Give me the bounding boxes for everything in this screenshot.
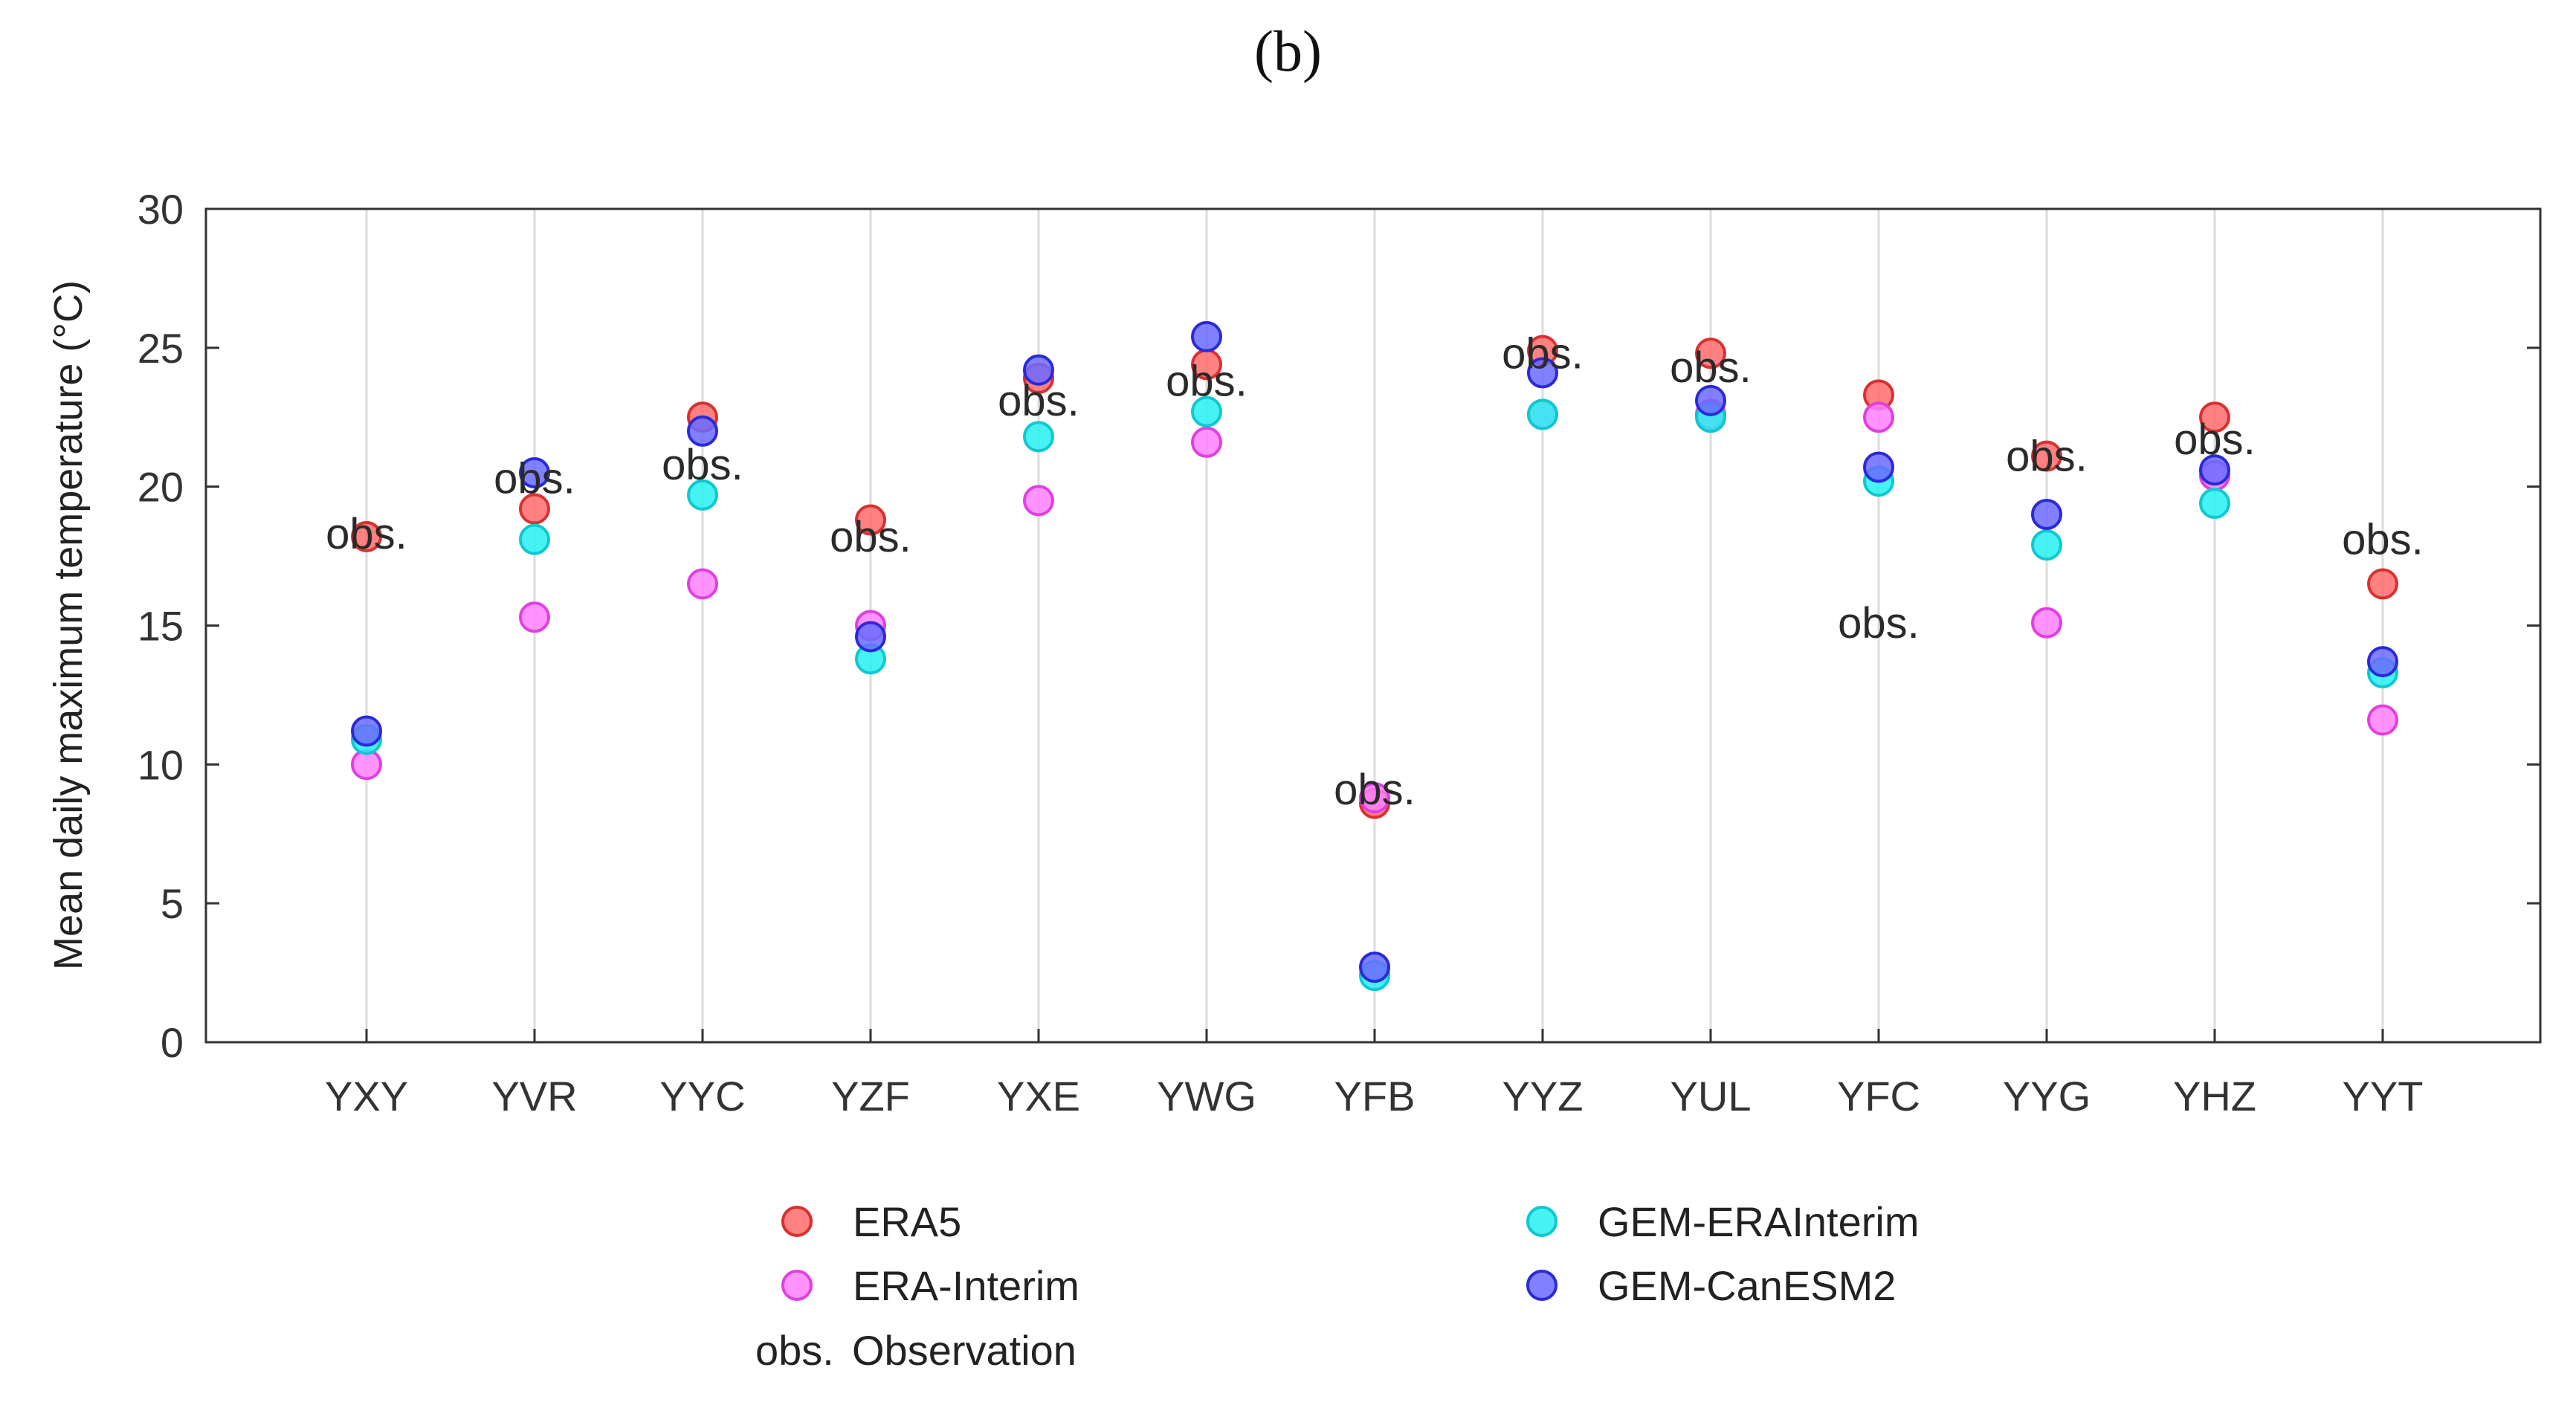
data-points bbox=[351, 320, 2398, 992]
point-gem-canesm2-yyg bbox=[2031, 499, 2062, 531]
point-gem-erainterim-yyg bbox=[2031, 529, 2062, 561]
grid-lines bbox=[365, 209, 2384, 1042]
point-era5-yul bbox=[1695, 337, 1726, 369]
point-era5-yxy bbox=[351, 520, 382, 552]
legend-label-gem-canesm2: GEM-CanESM2 bbox=[1598, 1262, 1896, 1309]
point-gem-canesm2-yhz bbox=[2199, 454, 2230, 486]
y-tick-label-10: 10 bbox=[138, 741, 184, 788]
legend-label-observation: Observation bbox=[852, 1327, 1076, 1374]
y-axis-label: Mean daily maximum temperature (°C) bbox=[46, 280, 91, 970]
point-era-interim-yyc bbox=[687, 568, 718, 600]
point-gem-canesm2-yxy bbox=[351, 715, 382, 747]
point-era-interim-yyt bbox=[2367, 704, 2398, 736]
obs-label-ywg: obs. bbox=[1166, 358, 1247, 406]
obs-label-yhz: obs. bbox=[2174, 416, 2256, 464]
point-gem-erainterim-yxe bbox=[1023, 421, 1054, 453]
x-tick-label-yxe: YXE bbox=[997, 1073, 1080, 1120]
y-tick-label-25: 25 bbox=[138, 325, 184, 372]
obs-label-yfb: obs. bbox=[1334, 766, 1415, 814]
legend-label-era5: ERA5 bbox=[853, 1198, 961, 1245]
y-tick-label-5: 5 bbox=[161, 880, 184, 927]
point-gem-canesm2-yvr bbox=[519, 456, 550, 488]
obs-label-yfc: obs. bbox=[1838, 599, 1920, 647]
x-tick-label-yyt: YYT bbox=[2343, 1073, 2424, 1120]
obs-label-yzf: obs. bbox=[830, 513, 911, 561]
point-era5-yhz bbox=[2199, 401, 2230, 433]
point-era-interim-yvr bbox=[519, 601, 550, 633]
plot-frame bbox=[204, 207, 2542, 1044]
point-gem-erainterim-yvr bbox=[519, 523, 550, 555]
point-era5-yyt bbox=[2367, 568, 2398, 600]
obs-label-yxe: obs. bbox=[998, 377, 1079, 425]
observation-labels: obs. obs. obs. obs. obs. obs. obs. obs. obs. obs.… bbox=[326, 329, 2424, 814]
legend-marker-gem-erainterim bbox=[1526, 1206, 1557, 1237]
x-tick-label-yzf: YZF bbox=[831, 1073, 910, 1120]
legend-marker-gem-canesm2 bbox=[1526, 1270, 1557, 1301]
x-tick-label-yxy: YXY bbox=[325, 1073, 408, 1120]
point-era-interim-yxe bbox=[1023, 485, 1054, 517]
point-era-interim-yfc bbox=[1863, 401, 1894, 433]
obs-label-yyz: obs. bbox=[1502, 329, 1584, 378]
point-gem-canesm2-yzf bbox=[855, 621, 886, 653]
point-gem-erainterim-yyc bbox=[687, 479, 718, 511]
y-tick-label-30: 30 bbox=[138, 186, 184, 233]
x-tick-label-yyc: YYC bbox=[659, 1073, 745, 1120]
legend-marker-observation: obs. bbox=[755, 1327, 834, 1374]
x-tick-label-yul: YUL bbox=[1670, 1073, 1752, 1120]
legend-label-era-interim: ERA-Interim bbox=[853, 1262, 1079, 1309]
x-tick-label-yfc: YFC bbox=[1837, 1073, 1920, 1120]
panel-label: (b) bbox=[1254, 19, 1322, 83]
point-era-interim-yyg bbox=[2031, 607, 2062, 639]
legend: ERA5 GEM-ERAInterim ERA-Interim GEM-CanESM2… bbox=[755, 1198, 1920, 1374]
obs-label-yyg: obs. bbox=[2006, 433, 2088, 481]
legend-marker-era-interim bbox=[781, 1270, 813, 1301]
point-gem-erainterim-yyz bbox=[1527, 398, 1558, 430]
y-tick-label-15: 15 bbox=[138, 603, 184, 650]
x-tick-label-yfb: YFB bbox=[1334, 1073, 1415, 1120]
y-axis: 0 5 10 15 20 25 30 bbox=[138, 186, 2540, 1066]
point-gem-canesm2-yyt bbox=[2367, 646, 2398, 678]
point-gem-canesm2-yyc bbox=[687, 415, 718, 447]
y-tick-label-0: 0 bbox=[161, 1019, 184, 1066]
point-era-interim-yfb bbox=[1359, 782, 1390, 814]
x-tick-label-yhz: YHZ bbox=[2173, 1073, 2256, 1120]
point-gem-canesm2-yfc bbox=[1863, 451, 1894, 483]
x-tick-label-yvr: YVR bbox=[491, 1073, 577, 1120]
x-tick-label-ywg: YWG bbox=[1157, 1073, 1256, 1120]
point-gem-canesm2-yxe bbox=[1023, 354, 1054, 386]
x-tick-label-yyg: YYG bbox=[2003, 1073, 2091, 1120]
point-gem-erainterim-yhz bbox=[2199, 488, 2230, 520]
point-era5-yyg bbox=[2031, 440, 2062, 472]
legend-marker-era5 bbox=[781, 1206, 813, 1237]
y-tick-label-20: 20 bbox=[138, 464, 184, 511]
point-gem-erainterim-ywg bbox=[1191, 395, 1222, 427]
x-axis: YXY YVR YYC YZF YXE YWG YFB YYZ YUL YFC YYG YHZ YYT bbox=[325, 1029, 2423, 1120]
point-gem-canesm2-yul bbox=[1695, 384, 1726, 416]
obs-label-yxy: obs. bbox=[326, 510, 407, 558]
obs-label-yul: obs. bbox=[1670, 343, 1752, 392]
point-era5-yzf bbox=[855, 504, 886, 536]
point-era5-yvr bbox=[519, 493, 550, 525]
obs-label-yvr: obs. bbox=[494, 454, 575, 503]
obs-label-yyc: obs. bbox=[662, 441, 743, 489]
point-gem-canesm2-yfb bbox=[1359, 952, 1390, 983]
x-tick-label-yyz: YYZ bbox=[1502, 1073, 1584, 1120]
point-era-interim-ywg bbox=[1191, 426, 1222, 458]
point-gem-canesm2-yyz bbox=[1527, 357, 1558, 389]
obs-label-yyt: obs. bbox=[2342, 516, 2424, 564]
legend-label-gem-erainterim: GEM-ERAInterim bbox=[1598, 1198, 1920, 1245]
point-gem-canesm2-ywg bbox=[1191, 320, 1222, 352]
